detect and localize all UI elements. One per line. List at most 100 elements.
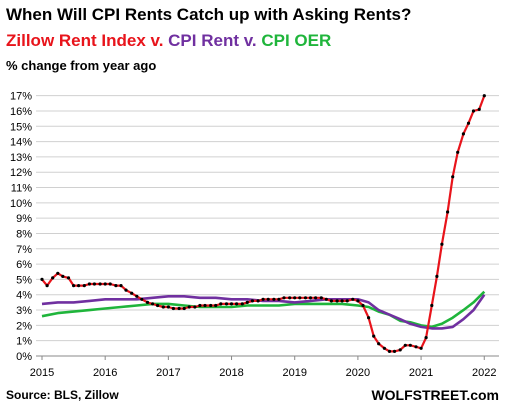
data-point-zillow-rent-index <box>66 276 71 280</box>
y-axis-label: % change from year ago <box>6 58 156 73</box>
data-point-zillow-rent-index <box>356 299 360 303</box>
y-tick-label: 1% <box>16 336 32 348</box>
y-tick-label: 11% <box>11 183 32 195</box>
data-point-zillow-rent-index <box>87 282 91 286</box>
series-line-zillow-rent-index <box>41 95 486 353</box>
data-point-zillow-rent-index <box>319 296 323 300</box>
x-tick-label: 2019 <box>282 367 306 379</box>
data-point-zillow-rent-index <box>424 336 428 340</box>
data-point-zillow-rent-index <box>440 242 444 246</box>
data-point-zillow-rent-index <box>266 297 270 301</box>
data-point-zillow-rent-index <box>456 150 460 154</box>
y-tick-label: 5% <box>16 274 32 286</box>
data-point-zillow-rent-index <box>314 296 318 300</box>
y-tick-label: 12% <box>10 167 32 179</box>
data-point-zillow-rent-index <box>482 94 486 98</box>
chart-subtitle: Zillow Rent Index v. CPI Rent v. CPI OER <box>6 31 331 50</box>
brand-logo-text: WOLFSTREET.com <box>371 387 499 403</box>
data-point-zillow-rent-index <box>308 296 313 300</box>
data-point-zillow-rent-index <box>124 288 128 292</box>
data-point-zillow-rent-index <box>466 121 471 125</box>
data-point-zillow-rent-index <box>214 303 218 308</box>
data-point-zillow-rent-index <box>250 299 254 303</box>
data-point-zillow-rent-index <box>156 303 160 308</box>
data-point-zillow-rent-index <box>245 300 249 304</box>
data-point-zillow-rent-index <box>56 271 60 275</box>
y-tick-label: 4% <box>16 290 32 302</box>
data-point-zillow-rent-index <box>166 305 170 309</box>
y-tick-label: 8% <box>16 228 32 240</box>
data-point-zillow-rent-index <box>282 296 286 300</box>
data-point-zillow-rent-index <box>103 282 107 286</box>
data-point-zillow-rent-index <box>82 284 86 288</box>
data-point-zillow-rent-index <box>108 282 112 286</box>
data-point-zillow-rent-index <box>177 306 181 311</box>
data-point-zillow-rent-index <box>403 343 407 347</box>
data-point-zillow-rent-index <box>235 302 239 306</box>
data-point-zillow-rent-index <box>329 299 333 303</box>
x-tick-label: 2016 <box>93 367 117 379</box>
data-point-zillow-rent-index <box>324 297 328 301</box>
data-point-zillow-rent-index <box>256 299 260 303</box>
data-point-zillow-rent-index <box>171 306 175 311</box>
data-point-zillow-rent-index <box>219 302 223 306</box>
data-point-zillow-rent-index <box>435 274 439 278</box>
data-point-zillow-rent-index <box>419 346 423 350</box>
x-tick-labels: 2015 2016 2017 2018 2019 2020 2021 2022 <box>30 367 497 379</box>
data-point-zillow-rent-index <box>224 302 229 306</box>
data-point-zillow-rent-index <box>182 306 186 311</box>
data-point-zillow-rent-index <box>461 132 465 136</box>
data-point-zillow-rent-index <box>430 303 434 308</box>
y-tick-label: 0% <box>16 351 32 363</box>
data-point-zillow-rent-index <box>92 282 96 286</box>
data-point-zillow-rent-index <box>77 284 81 288</box>
data-point-zillow-rent-index <box>145 300 150 304</box>
subtitle-cpi-oer: CPI OER <box>261 31 331 50</box>
source-note: Source: BLS, Zillow <box>6 388 119 402</box>
y-tick-label: 17% <box>10 91 32 103</box>
series-line-cpi-oer <box>41 290 486 329</box>
data-point-zillow-rent-index <box>61 274 65 278</box>
data-point-zillow-rent-index <box>303 296 308 300</box>
data-point-zillow-rent-index <box>477 107 481 111</box>
data-point-zillow-rent-index <box>392 349 397 353</box>
x-tick-label: 2018 <box>219 367 243 379</box>
x-tick-label: 2015 <box>30 367 54 379</box>
data-point-zillow-rent-index <box>209 303 213 308</box>
x-tick-label: 2020 <box>346 367 370 379</box>
subtitle-cpi-rent: CPI Rent v. <box>168 31 261 50</box>
data-point-zillow-rent-index <box>340 299 344 303</box>
y-tick-label: 13% <box>10 152 32 164</box>
data-point-zillow-rent-index <box>446 210 450 214</box>
y-tick-label: 3% <box>16 305 32 317</box>
y-tick-label: 14% <box>10 137 32 149</box>
data-point-zillow-rent-index <box>193 305 197 309</box>
data-point-zillow-rent-index <box>119 284 123 288</box>
data-point-zillow-rent-index <box>351 297 355 301</box>
chart-title: When Will CPI Rents Catch up with Asking… <box>6 5 411 24</box>
data-point-zillow-rent-index <box>398 348 402 352</box>
data-point-zillow-rent-index <box>261 297 265 301</box>
data-point-zillow-rent-index <box>151 302 155 306</box>
data-point-zillow-rent-index <box>382 346 386 350</box>
data-point-zillow-rent-index <box>471 109 476 113</box>
data-point-zillow-rent-index <box>114 284 118 288</box>
data-point-zillow-rent-index <box>335 299 339 303</box>
data-point-zillow-rent-index <box>361 303 365 308</box>
y-tick-label: 15% <box>10 121 32 133</box>
data-point-zillow-rent-index <box>130 291 134 295</box>
data-point-zillow-rent-index <box>72 284 76 288</box>
y-tick-label: 16% <box>10 106 32 118</box>
data-point-zillow-rent-index <box>187 305 191 309</box>
y-tick-label: 2% <box>16 320 32 332</box>
data-point-zillow-rent-index <box>240 302 244 306</box>
y-tick-label: 9% <box>16 213 32 225</box>
data-point-zillow-rent-index <box>345 299 349 303</box>
data-point-zillow-rent-index <box>408 343 412 347</box>
subtitle-zillow: Zillow Rent Index v. <box>6 31 168 50</box>
x-tick-label: 2017 <box>156 367 180 379</box>
data-point-zillow-rent-index <box>198 303 202 308</box>
x-tick-label: 2022 <box>472 367 496 379</box>
data-point-zillow-rent-index <box>293 296 297 300</box>
